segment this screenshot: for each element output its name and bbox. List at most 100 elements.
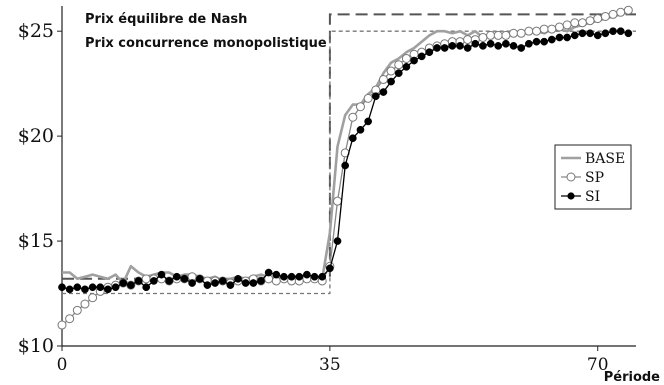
- series-si: [58, 27, 633, 294]
- y-tick-label: $15: [18, 230, 54, 252]
- series-si-point: [303, 270, 311, 279]
- series-si-point: [326, 264, 334, 273]
- series-base: [62, 11, 629, 285]
- series-sp-point: [577, 18, 587, 28]
- series-sp-point: [401, 53, 411, 63]
- series-sp-point: [600, 11, 610, 21]
- series-si-point: [563, 33, 571, 42]
- series-si-point: [73, 283, 82, 292]
- legend-label: BASE: [585, 151, 625, 167]
- series-sp-point: [608, 9, 618, 19]
- series-si-point: [287, 272, 296, 281]
- series-si-line: [61, 30, 629, 290]
- x-axis-title: Période: [604, 370, 660, 385]
- series-si-point: [394, 69, 403, 78]
- series-si-point: [157, 270, 166, 279]
- legend-marker: [566, 172, 576, 182]
- series-si-point: [234, 274, 242, 283]
- series-si-point: [609, 27, 617, 36]
- series-sp-point: [57, 320, 67, 330]
- series-si-point: [264, 268, 273, 277]
- series-si-point: [494, 42, 503, 50]
- series-si-point: [471, 39, 480, 48]
- series-sp-point: [616, 7, 626, 17]
- series-si-point: [104, 285, 112, 294]
- series-sp-point: [141, 274, 151, 284]
- series-sp-point: [524, 26, 534, 36]
- series-si-point: [517, 44, 526, 52]
- series-si-point: [410, 56, 418, 65]
- series-sp-point: [363, 93, 373, 103]
- series-si-point: [379, 88, 388, 96]
- series-si-point: [456, 42, 464, 50]
- series-si-point: [616, 27, 625, 36]
- series-si-point: [81, 285, 89, 294]
- series-si-point: [532, 37, 541, 46]
- series-si-point: [172, 272, 181, 281]
- series-si-point: [241, 279, 250, 287]
- series-sp-point: [478, 32, 488, 42]
- series-base-line: [62, 11, 629, 285]
- series-si-point: [180, 274, 189, 283]
- series-sp-point: [394, 60, 404, 70]
- series-sp-point: [493, 30, 503, 40]
- series-sp-point: [547, 24, 557, 34]
- legend-item-sp: SP: [561, 170, 604, 186]
- series-si-point: [165, 277, 173, 285]
- series-si-point: [440, 44, 449, 52]
- series-si-point: [356, 125, 365, 134]
- series-si-point: [364, 117, 372, 126]
- legend-item-si: SI: [561, 189, 600, 205]
- legend-label: SI: [585, 189, 600, 205]
- series-si-point: [88, 283, 97, 292]
- series-sp-point: [562, 20, 572, 30]
- series-si-point: [486, 39, 495, 48]
- series-sp-point: [355, 102, 365, 112]
- series-si-point: [218, 277, 227, 285]
- legend-label: SP: [585, 170, 604, 186]
- series-si-point: [509, 42, 518, 50]
- series-sp-point: [88, 293, 98, 303]
- series-si-point: [195, 274, 204, 283]
- series-sp-point: [386, 66, 396, 76]
- series-sp-point: [539, 24, 549, 34]
- series-si-point: [96, 283, 105, 292]
- series-si-point: [586, 29, 594, 38]
- series-si-point: [502, 39, 510, 48]
- series-sp-point: [333, 196, 343, 206]
- series-si-point: [257, 277, 265, 285]
- monopolistic-competition-label: Prix concurrence monopolistique: [85, 36, 327, 51]
- series-si-point: [624, 29, 633, 38]
- series-si-point: [601, 29, 610, 38]
- series-si-point: [417, 52, 426, 61]
- annotations: Prix équilibre de Nash Prix concurrence m…: [85, 12, 327, 51]
- series-si-point: [127, 281, 135, 289]
- series-si-point: [555, 33, 564, 42]
- series-si-point: [578, 29, 587, 38]
- series-si-point: [547, 35, 556, 44]
- series-si-point: [272, 270, 281, 279]
- legend-item-base: BASE: [561, 151, 625, 167]
- series-sp-point: [501, 30, 511, 40]
- series-sp-point: [378, 74, 388, 84]
- series-si-point: [371, 92, 380, 101]
- series-sp-point: [532, 26, 542, 36]
- series-sp-point: [72, 305, 82, 315]
- series-si-point: [318, 272, 327, 281]
- series-sp-point: [65, 314, 75, 324]
- series-si-point: [348, 134, 357, 143]
- series-si-point: [540, 37, 549, 46]
- series-sp-point: [348, 112, 358, 122]
- series-si-point: [249, 279, 258, 287]
- series-si-point: [570, 31, 579, 40]
- series-sp-point: [593, 14, 603, 24]
- series-si-point: [134, 277, 143, 285]
- series-si-point: [142, 283, 151, 292]
- legend: BASE SP SI: [554, 144, 632, 210]
- data-series: [57, 5, 633, 330]
- series-sp-point: [80, 299, 90, 309]
- x-tick-label: 70: [587, 355, 609, 375]
- series-si-point: [295, 272, 304, 281]
- series-si-point: [525, 39, 533, 48]
